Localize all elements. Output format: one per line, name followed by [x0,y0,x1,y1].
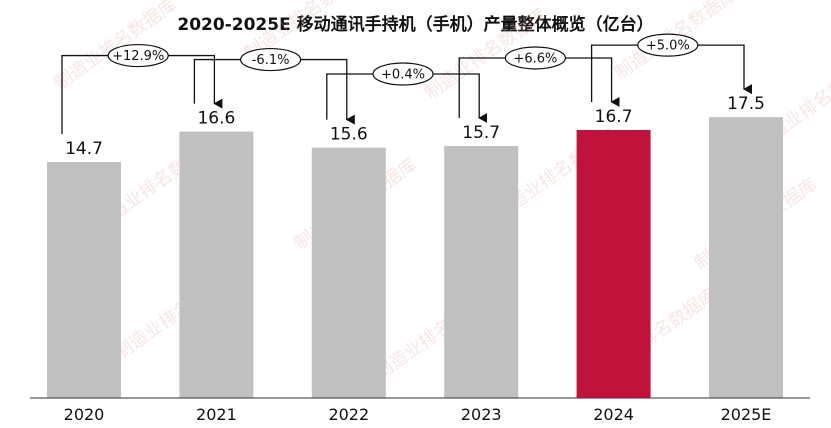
growth-label-4: +6.6% [513,51,557,66]
value-label-2020: 14.7 [65,139,103,159]
growth-badge-2 [240,47,302,72]
bar-2023 [444,146,519,398]
bar-2020 [47,162,121,398]
category-label-2020: 2020 [64,405,105,424]
value-label-2025E: 17.5 [727,94,765,114]
category-label-2022: 2022 [328,405,369,424]
growth-arrows-layer: +12.9% -6.1% +0.4% +6.6% +5.0% [61,33,752,135]
watermark-text: 制造业排名数据库 [51,0,181,94]
category-label-2024: 2024 [593,405,634,424]
bar-2024 [576,129,651,398]
growth-label-2: -6.1% [252,53,290,68]
bar-2022 [311,147,386,398]
value-label-2024: 16.7 [595,107,633,127]
bar-2025E [709,117,783,398]
growth-badge-4 [504,46,567,70]
growth-badge-5 [637,33,699,57]
growth-label-5: +5.0% [646,39,690,54]
bars-layer [47,117,783,398]
growth-label-3: +0.4% [381,68,425,83]
growth-badge-3 [372,62,434,86]
value-label-2023: 15.7 [462,123,500,143]
value-label-2021: 16.6 [197,109,235,129]
category-label-2025E: 2025E [721,405,772,424]
value-labels-layer: 14.7 16.6 15.6 15.7 16.7 17.5 [65,94,765,159]
category-labels-layer: 2020 2021 2022 2023 2024 2025E [64,405,772,424]
chart-title: 2020-2025E 移动通讯手持机（手机）产量整体概览（亿台） [177,15,654,35]
growth-label-1: +12.9% [112,49,164,64]
category-label-2023: 2023 [461,405,502,424]
category-label-2021: 2021 [196,405,237,424]
value-label-2022: 15.6 [330,125,368,145]
growth-badge-1 [107,43,169,68]
bar-2021 [179,131,254,398]
